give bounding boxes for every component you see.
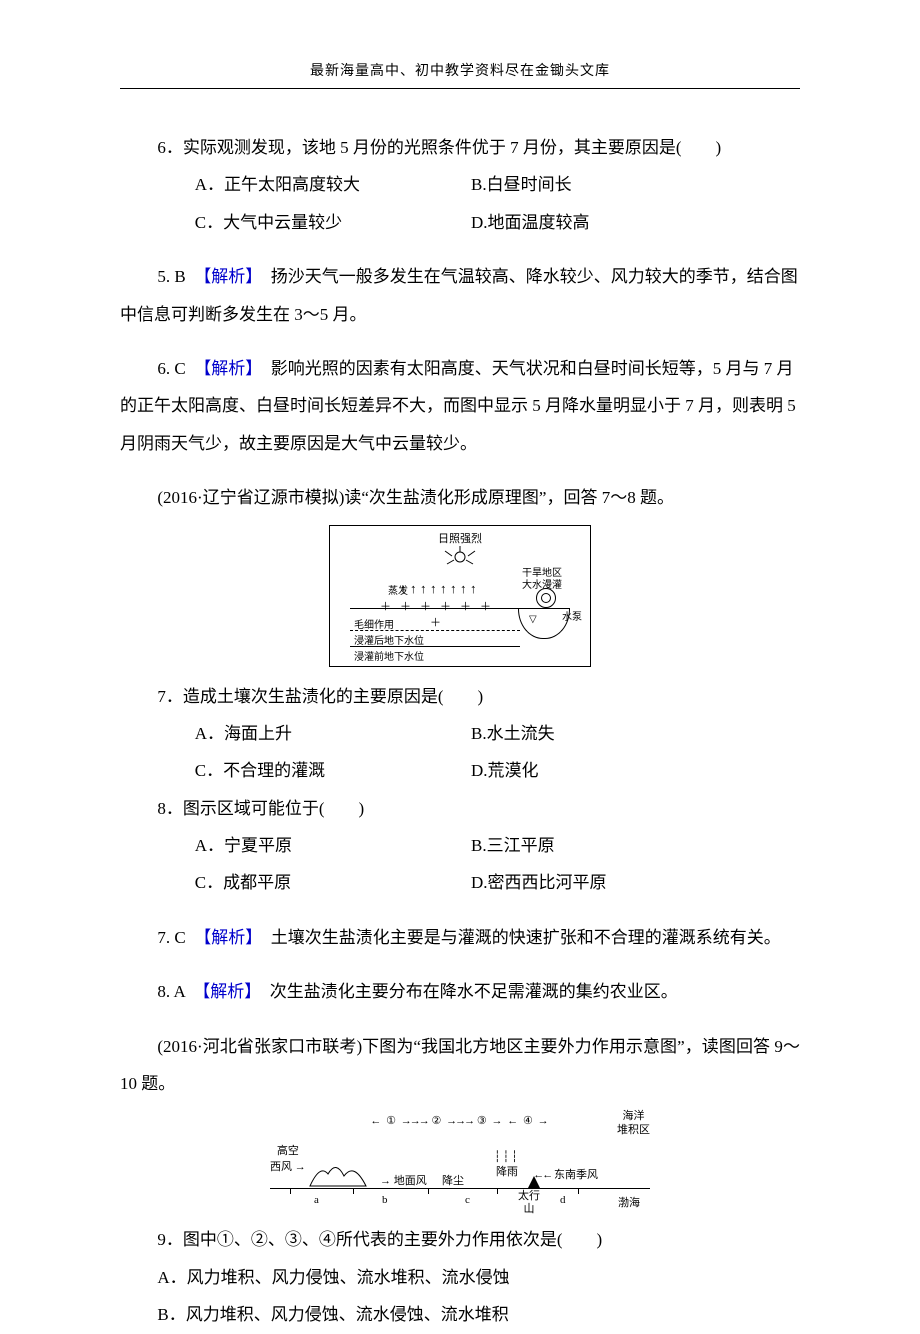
fig1-wave: ▽ [529, 614, 537, 625]
q8-D: D.密西西比河平原 [434, 864, 607, 901]
q7-row1: A．海面上升 B.水土流失 [120, 715, 800, 752]
a8-label: 【解析】 [202, 982, 253, 1001]
a7-prefix: 7. C [157, 928, 202, 947]
fig1-cap: 毛细作用 [354, 616, 394, 631]
q7-D: D.荒漠化 [434, 752, 539, 789]
a5-prefix: 5. B [157, 267, 202, 286]
fig1-evap: 蒸发 [388, 582, 408, 597]
q7-B: B.水土流失 [434, 715, 555, 752]
mountain-icon [308, 1158, 368, 1188]
q6-A: A．正午太阳高度较大 [157, 166, 429, 203]
fig2-b: b [382, 1194, 388, 1206]
q9-stem: 9．图中①、②、③、④所代表的主要外力作用依次是( ) [120, 1221, 800, 1258]
q6-D: D.地面温度较高 [434, 204, 590, 241]
figure2: ← ① →→→ ② →→→ ③ → ← ④ → 海洋 堆积区 高空 西风 → [270, 1110, 650, 1210]
a7-label: 【解析】 [203, 928, 254, 947]
fig2-c: c [465, 1194, 470, 1206]
fig2-n4: ④ [523, 1114, 534, 1127]
q8-row2: C．成都平原 D.密西西比河平原 [120, 864, 800, 901]
document-page: 最新海量高中、初中教学资料尽在金锄头文库 6．实际观测发现，该地 5 月份的光照… [0, 0, 920, 1302]
q6-stem: 6．实际观测发现，该地 5 月份的光照条件优于 7 月份，其主要原因是( ) [120, 129, 800, 166]
fig2-ww2: 西风 [270, 1161, 292, 1173]
fig2-ar2: →→→ [446, 1115, 473, 1127]
fig2-bohai: 渤海 [618, 1194, 640, 1210]
fig2-n3: ③ [477, 1114, 488, 1127]
a6-label: 【解析】 [203, 359, 254, 378]
a8: 8. A 【解析】 次生盐渍化主要分布在降水不足需灌溉的集约农业区。 [120, 973, 800, 1010]
a6: 6. C 【解析】 影响光照的因素有太阳高度、天气状况和白昼时间长短等，5 月与… [120, 350, 800, 462]
a8-prefix: 8. A [157, 982, 201, 1001]
figure1-wrap: 日照强烈 蒸发 干旱地区 大水漫灌 [120, 525, 800, 672]
fig1-gw2: 浸灌前地下水位 [354, 648, 424, 663]
fig2-n1: ① [386, 1114, 397, 1127]
a7-text: 土壤次生盐渍化主要是与灌溉的快速扩张和不合理的灌溉系统有关。 [254, 928, 781, 947]
river-icon: ▽ [518, 608, 570, 639]
q8-B: B.三江平原 [434, 827, 555, 864]
fig2-ocean2: 堆积区 [617, 1124, 650, 1137]
figure2-wrap: ← ① →→→ ② →→→ ③ → ← ④ → 海洋 堆积区 高空 西风 → [120, 1110, 800, 1215]
fig2-a: a [314, 1194, 319, 1206]
fig2-rain: ┆┆┆ 降雨 [494, 1150, 520, 1179]
q9-A: A．风力堆积、风力侵蚀、流水堆积、流水侵蚀 [120, 1259, 800, 1296]
fig2-groundwind: → 地面风 [380, 1172, 427, 1188]
fig2-n2: ② [432, 1114, 443, 1127]
q8-row1: A．宁夏平原 B.三江平原 [120, 827, 800, 864]
a5-label: 【解析】 [203, 267, 254, 286]
q8-A: A．宁夏平原 [157, 827, 429, 864]
fig2-ocean: 海洋 堆积区 [617, 1110, 650, 1136]
fig1-gw1: 浸灌后地下水位 [354, 632, 424, 647]
intro910: (2016·河北省张家口市联考)下图为“我国北方地区主要外力作用示意图”，读图回… [120, 1028, 800, 1103]
q6-C: C．大气中云量较少 [157, 204, 429, 241]
q7-A: A．海面上升 [157, 715, 429, 752]
fig1-gw2line [350, 646, 520, 647]
a8-text: 次生盐渍化主要分布在降水不足需灌溉的集约农业区。 [253, 982, 678, 1001]
q7-row2: C．不合理的灌溉 D.荒漠化 [120, 752, 800, 789]
q8-stem: 8．图示区域可能位于( ) [120, 790, 800, 827]
q7-stem: 7．造成土壤次生盐渍化的主要原因是( ) [120, 678, 800, 715]
fig2-ww1: 高空 [270, 1142, 306, 1158]
fig2-ocean1: 海洋 [617, 1110, 650, 1123]
fig2-ar1: →→→ [401, 1115, 428, 1127]
a6-prefix: 6. C [157, 359, 202, 378]
a5: 5. B 【解析】 扬沙天气一般多发生在气温较高、降水较少、风力较大的季节，结合… [120, 258, 800, 333]
fig2-eastwind: ←← 东南季风 [533, 1166, 598, 1182]
pump-icon [536, 588, 556, 608]
q6-row2: C．大气中云量较少 D.地面温度较高 [120, 204, 800, 241]
q6-B: B.白昼时间长 [434, 166, 572, 203]
fig1-dry1: 干旱地区 [522, 568, 562, 580]
intro78: (2016·辽宁省辽源市模拟)读“次生盐渍化形成原理图”，回答 7～8 题。 [120, 479, 800, 516]
figure1: 日照强烈 蒸发 干旱地区 大水漫灌 [329, 525, 591, 667]
fig2-toprow: ← ① →→→ ② →→→ ③ → ← ④ → [270, 1114, 650, 1127]
q8-C: C．成都平原 [157, 864, 429, 901]
fig1-top: 日照强烈 [330, 530, 590, 546]
page-header: 最新海量高中、初中教学资料尽在金锄头文库 [120, 60, 800, 89]
fig2-westwind: 高空 西风 → [270, 1142, 306, 1174]
fig2-d: d [560, 1194, 566, 1206]
q7-C: C．不合理的灌溉 [157, 752, 429, 789]
fig2-dust: 降尘 [442, 1172, 464, 1188]
fig2-taihang: 太行 山 [518, 1190, 540, 1214]
fig1-plus: ＋＋＋＋＋＋＋ [380, 598, 500, 630]
a7: 7. C 【解析】 土壤次生盐渍化主要是与灌溉的快速扩张和不合理的灌溉系统有关。 [120, 919, 800, 956]
q6-row1: A．正午太阳高度较大 B.白昼时间长 [120, 166, 800, 203]
fig1-gw1line [350, 630, 520, 631]
sun-icon [442, 546, 478, 569]
